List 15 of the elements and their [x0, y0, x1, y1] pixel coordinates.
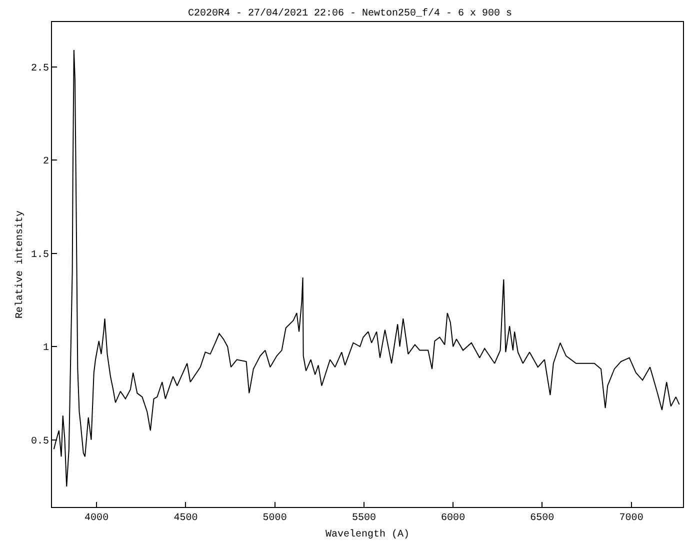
x-tick-label: 6000 [441, 513, 466, 524]
x-tick-label: 5000 [262, 513, 287, 524]
x-axis-title: Wavelength (A) [325, 528, 410, 540]
x-tick-label: 4000 [84, 513, 109, 524]
x-tick-label: 4500 [174, 513, 198, 524]
y-tick-label: 0.5 [30, 436, 49, 448]
x-tick-label: 6500 [530, 513, 554, 524]
y-tick-label: 1 [42, 343, 49, 354]
y-axis-title: Relative intensity [14, 210, 26, 319]
y-tick-label: 1.5 [30, 250, 49, 261]
x-tick-label: 5500 [352, 513, 376, 524]
x-tick-label: 7000 [619, 513, 644, 524]
y-tick-label: 2.5 [30, 63, 49, 74]
y-tick-label: 2 [42, 156, 49, 168]
chart-title: C2020R4 - 27/04/2021 22:06 - Newton250_f/4 - 6 x 900 s [188, 7, 512, 20]
